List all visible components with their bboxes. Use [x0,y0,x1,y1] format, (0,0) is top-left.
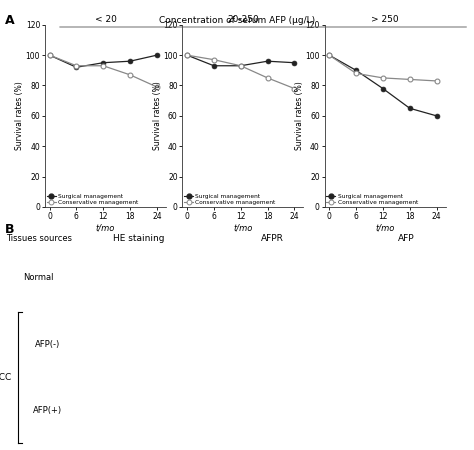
Legend: Surgical management, Conservative management: Surgical management, Conservative manage… [47,194,138,205]
Text: AFPR: AFPR [261,234,284,243]
Legend: Surgical management, Conservative management: Surgical management, Conservative manage… [327,194,418,205]
Title: < 20: < 20 [94,15,117,24]
Y-axis label: Survival rates (%): Survival rates (%) [153,81,162,150]
Y-axis label: Survival rates (%): Survival rates (%) [15,81,24,150]
Text: A: A [5,14,14,27]
Legend: Surgical management, Conservative management: Surgical management, Conservative manage… [184,194,275,205]
X-axis label: t/mo: t/mo [96,224,115,233]
Text: B: B [5,223,14,236]
Text: HCC: HCC [0,373,12,382]
Text: Normal: Normal [24,273,54,282]
Text: Concentration of serum AFP (μg/L): Concentration of serum AFP (μg/L) [159,16,315,25]
Text: Tissues sources: Tissues sources [6,234,72,243]
Text: AFP(-): AFP(-) [35,340,60,349]
Title: 20-250: 20-250 [227,15,259,24]
Text: AFP(+): AFP(+) [33,406,62,415]
Title: > 250: > 250 [371,15,399,24]
X-axis label: t/mo: t/mo [375,224,395,233]
Text: HE staining: HE staining [113,234,165,243]
X-axis label: t/mo: t/mo [233,224,253,233]
Text: AFP: AFP [398,234,414,243]
Y-axis label: Survival rates (%): Survival rates (%) [295,81,304,150]
